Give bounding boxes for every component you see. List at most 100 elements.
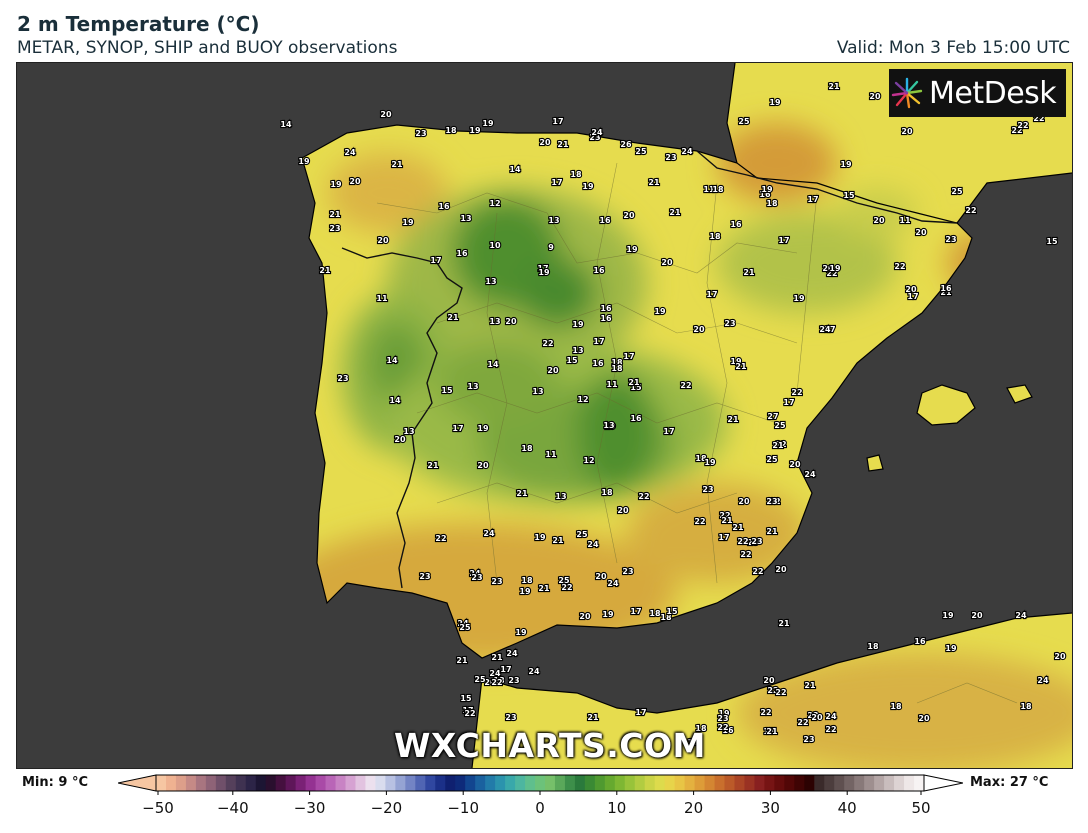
station-value: 16 [600,304,612,313]
colorbar-cell [425,775,436,791]
station-value: 20 [595,572,607,581]
station-value: 21 [743,268,755,277]
station-value: 20 [547,366,559,375]
station-value: 22 [965,206,976,215]
colorbar-cell [515,775,526,791]
colorbar-cell [884,775,895,791]
colorbar-cell [874,775,885,791]
station-value: 18 [766,199,778,208]
station-value: 20 [915,228,927,237]
station-value: 23 [415,129,426,138]
station-value: 21 [447,313,459,322]
chart-title: 2 m Temperature (°C) [17,12,260,36]
station-value: 9 [548,243,554,252]
station-value: 18 [601,488,613,497]
colorbar-cell [624,775,636,791]
colorbar-cell [894,775,905,791]
colorbar-cell [844,775,855,791]
colorbar-tick-label: −30 [294,799,326,817]
station-value: 20 [349,177,361,186]
station-value: 17 [623,352,634,361]
colorbar-cell [255,775,267,791]
station-value: 12 [489,199,500,208]
colorbar-cell [215,775,227,791]
station-value: 17 [593,337,604,346]
colorbar-tick-label: 0 [535,799,545,817]
station-value: 23 [471,573,482,582]
station-value: 23 [505,713,516,722]
colorbar-cell [604,775,616,791]
station-value: 21 [804,681,816,690]
colorbar-cell [315,775,327,791]
colorbar-cell [644,775,656,791]
station-value: 13 [460,214,471,223]
station-value: 25 [474,675,486,684]
metdesk-starburst-icon [891,77,923,109]
station-value: 17 [552,117,563,126]
temperature-map[interactable]: 14 20 23 18 19 19 17 20 21 23 24 26 25 23 24 25 21 20 19 22… [16,62,1073,769]
station-value: 22 [1017,121,1028,130]
station-value: 18 [695,724,707,733]
station-value: 16 [940,284,952,293]
colorbar-cell [156,775,167,791]
station-value: 18 [1020,702,1032,711]
station-value: 22 [752,567,763,576]
station-value: 19 [829,264,841,273]
colorbar-cell [584,775,596,791]
station-value: 20 [738,497,750,506]
station-value: 18 [712,185,724,194]
colorbar-cell [185,775,197,791]
station-value: 22 [767,686,778,695]
station-value: 22 [464,709,475,718]
station-value: 13 [485,277,496,286]
station-value: 15 [441,386,453,395]
coastlines [301,63,1072,768]
colorbar: −50 −40 −30 −20 −10 0 10 20 30 40 50 [118,774,963,817]
station-value: 22 [435,534,446,543]
colorbar-tick-label: 40 [838,799,857,817]
station-value: 25 [635,147,647,156]
station-value: 13 [467,382,478,391]
station-value: 22 [775,440,786,449]
colorbar-cell [305,775,317,791]
station-value: 19 [330,180,342,189]
colorbar-cell [495,775,506,791]
station-value: 18 [493,676,505,685]
station-value: 24 [469,569,481,578]
station-value: 18 [695,454,707,463]
station-value: 20 [394,435,406,444]
colorbar-cell [904,775,915,791]
station-value: 14 [389,396,401,405]
station-value: 14 [509,165,521,174]
station-value: 20 [539,138,551,147]
station-value: 22 [737,537,748,546]
station-value: 16 [730,220,742,229]
station-value: 18 [445,126,457,135]
station-value: 15 [1046,237,1058,246]
station-value: 23 [747,538,758,547]
station-value: 13 [403,427,414,436]
station-value: 22 [791,388,802,397]
station-value: 22 [825,725,836,734]
station-value: 18 [611,364,623,373]
colorbar-cell [824,775,835,791]
station-value: 13 [555,492,566,501]
colorbar-cell [175,775,187,791]
station-value: 23 [508,676,519,685]
colorbar-cell [574,775,586,791]
station-value: 22 [894,262,905,271]
colorbar-cell [365,775,377,791]
station-value: 15 [460,694,472,703]
colorbar-cell [535,775,546,791]
station-value: 21 [552,536,564,545]
station-value: 20 [971,611,983,620]
station-value: 24 [591,128,603,137]
station-value: 26 [620,140,632,149]
colorbar-tick-label: −50 [142,799,174,817]
station-value: 19 [482,119,494,128]
station-value: 22 [680,381,691,390]
station-value: 22 [542,339,553,348]
station-value: 16 [593,266,605,275]
province-borders [376,162,1018,704]
